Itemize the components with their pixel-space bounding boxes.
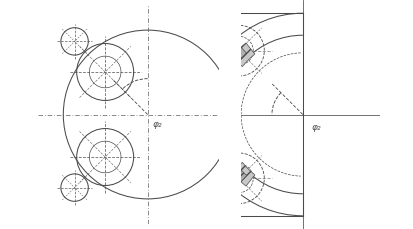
Polygon shape [233, 171, 246, 184]
Polygon shape [233, 45, 246, 58]
Text: φ₂: φ₂ [311, 123, 320, 132]
Text: φ₂: φ₂ [152, 120, 162, 129]
Polygon shape [231, 43, 254, 67]
Polygon shape [231, 162, 254, 186]
